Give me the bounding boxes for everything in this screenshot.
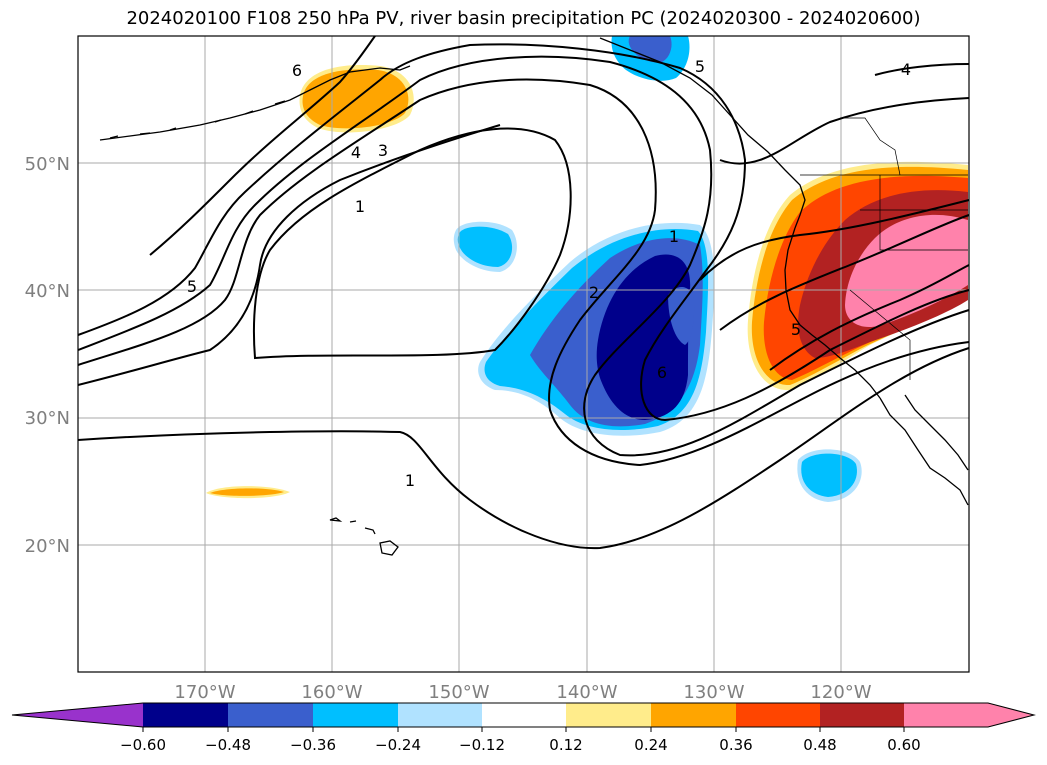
contour-label: 3 (378, 141, 388, 160)
contour-label: 2 (589, 283, 599, 302)
central-pacific-inner-light (668, 286, 695, 345)
contour-label: 4 (901, 60, 911, 79)
colorbar: −0.60 −0.48 −0.36 −0.24 −0.12 0.12 0.24 … (11, 702, 1036, 754)
contour-label: 1 (355, 197, 365, 216)
colorbar-tick-label: 0.48 (803, 736, 836, 754)
hawaii-big-island (379, 540, 399, 556)
precip-shading (206, 36, 968, 502)
us-state-borders (800, 117, 968, 380)
hawaii-island-1 (329, 517, 343, 522)
subtropic-negative-anomaly-core (801, 453, 857, 497)
alaska-peninsula-coast (99, 65, 411, 141)
lat-label-50n: 50°N (25, 154, 70, 175)
colorbar-tick-label: −0.60 (120, 736, 166, 754)
lon-label-170w: 170°W (174, 682, 235, 703)
longitude-labels: 170°W 160°W 150°W 140°W 130°W 120°W (174, 682, 871, 703)
colorbar-swatch (398, 703, 482, 727)
hawaii-islands (329, 517, 399, 556)
gulf-california-coast (904, 394, 969, 471)
colorbar-extend-high (904, 703, 1034, 727)
contour-label: 5 (695, 57, 705, 76)
colorbar-swatch (228, 703, 313, 727)
colorbar-tick-label: 0.12 (549, 736, 582, 754)
colorbar-swatch (736, 703, 820, 727)
colorbar-tick-label: 0.60 (887, 736, 920, 754)
colorbar-swatch (313, 703, 398, 727)
pv-contour-1-south (77, 347, 970, 550)
mid-pacific-negative-anomaly-core (457, 226, 513, 267)
pv-contour-north-4 (874, 63, 970, 76)
lat-label-20n: 20°N (25, 536, 70, 557)
colorbar-tick-label: 0.36 (719, 736, 752, 754)
contour-label: 5 (187, 277, 197, 296)
colorbar-tick-label: −0.24 (375, 736, 421, 754)
colorbar-tick-label: −0.36 (290, 736, 336, 754)
pv-contour-north-east (719, 97, 970, 165)
map-frame (77, 35, 970, 673)
lat-label-40n: 40°N (25, 281, 70, 302)
pv-contours (77, 35, 970, 550)
pv-contour-4 (77, 55, 970, 457)
colorbar-tick-label: 0.24 (634, 736, 667, 754)
graticule (78, 36, 969, 672)
pv-contour-6 (149, 35, 376, 256)
contour-label: 6 (292, 61, 302, 80)
contour-label: 4 (351, 143, 361, 162)
central-pacific-negative-anomaly-core (596, 254, 691, 420)
colorbar-swatch (482, 703, 566, 727)
contour-label: 1 (405, 471, 415, 490)
lon-label-160w: 160°W (301, 682, 362, 703)
contour-label: 1 (669, 227, 679, 246)
colorbar-extend-low (12, 703, 143, 727)
western-us-positive-anomaly-core (845, 214, 968, 328)
pv-contour-1-loop (252, 127, 572, 360)
gulf-alaska-negative-anomaly-core (628, 36, 672, 63)
contour-label: 6 (657, 363, 667, 382)
colorbar-swatch (143, 703, 228, 727)
colorbar-swatch (566, 703, 651, 727)
pv-contour-2-south (77, 124, 501, 386)
pv-contour-3 (77, 78, 970, 467)
aleutian-islands (109, 100, 286, 139)
baja-california-coast (879, 397, 969, 506)
colorbar-tick-label: −0.48 (205, 736, 251, 754)
colorbar-swatch (820, 703, 904, 727)
contour-label: 5 (791, 320, 801, 339)
lon-label-120w: 120°W (810, 682, 871, 703)
subtropic-positive-anomaly-core (210, 488, 284, 496)
hawaii-island-2 (349, 520, 357, 523)
lon-label-140w: 140°W (556, 682, 617, 703)
map-title: 2024020100 F108 250 hPa PV, river basin … (126, 8, 921, 29)
colorbar-ticks (142, 727, 905, 732)
latitude-labels: 50°N 40°N 30°N 20°N (25, 154, 70, 557)
map-area: 6 5 4 3 1 1 1 2 6 5 5 4 (77, 35, 970, 673)
colorbar-tick-label: −0.12 (459, 736, 505, 754)
pv-contour-5 (77, 43, 970, 422)
lat-label-30n: 30°N (25, 408, 70, 429)
contour-labels: 6 5 4 3 1 1 1 2 6 5 5 4 (187, 57, 911, 490)
colorbar-swatch (651, 703, 736, 727)
lon-label-150w: 150°W (428, 682, 489, 703)
pv-contour-east-right (699, 199, 970, 371)
lon-label-130w: 130°W (683, 682, 744, 703)
colorbar-tick-labels: −0.60 −0.48 −0.36 −0.24 −0.12 0.12 0.24 … (120, 736, 921, 754)
hawaii-island-3 (364, 527, 376, 535)
